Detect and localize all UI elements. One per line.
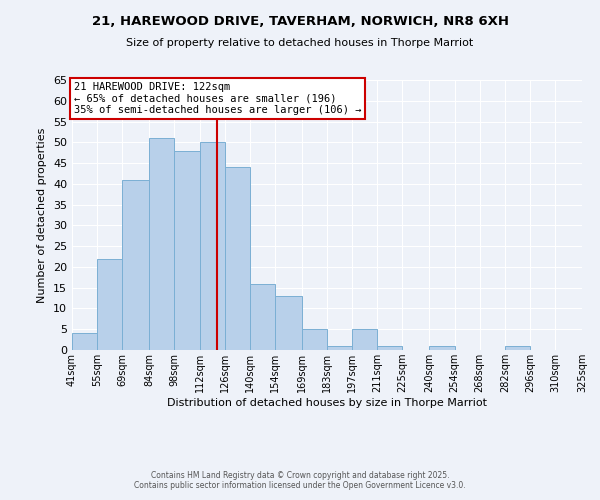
Bar [199,142,224,350]
Text: Contains HM Land Registry data © Crown copyright and database right 2025.
Contai: Contains HM Land Registry data © Crown c… [134,470,466,490]
Bar [302,329,327,350]
Bar [505,346,530,350]
Bar [377,346,403,350]
Bar [327,346,352,350]
Bar [430,346,455,350]
Bar [149,138,175,350]
Bar [275,296,302,350]
Bar [72,334,97,350]
Bar [250,284,275,350]
Bar [122,180,149,350]
Text: 21, HAREWOOD DRIVE, TAVERHAM, NORWICH, NR8 6XH: 21, HAREWOOD DRIVE, TAVERHAM, NORWICH, N… [91,15,509,28]
Bar [97,258,122,350]
Bar [175,150,199,350]
Y-axis label: Number of detached properties: Number of detached properties [37,128,47,302]
Text: 21 HAREWOOD DRIVE: 122sqm
← 65% of detached houses are smaller (196)
35% of semi: 21 HAREWOOD DRIVE: 122sqm ← 65% of detac… [74,82,361,116]
Bar [352,329,377,350]
Bar [224,167,250,350]
X-axis label: Distribution of detached houses by size in Thorpe Marriot: Distribution of detached houses by size … [167,398,487,408]
Text: Size of property relative to detached houses in Thorpe Marriot: Size of property relative to detached ho… [127,38,473,48]
